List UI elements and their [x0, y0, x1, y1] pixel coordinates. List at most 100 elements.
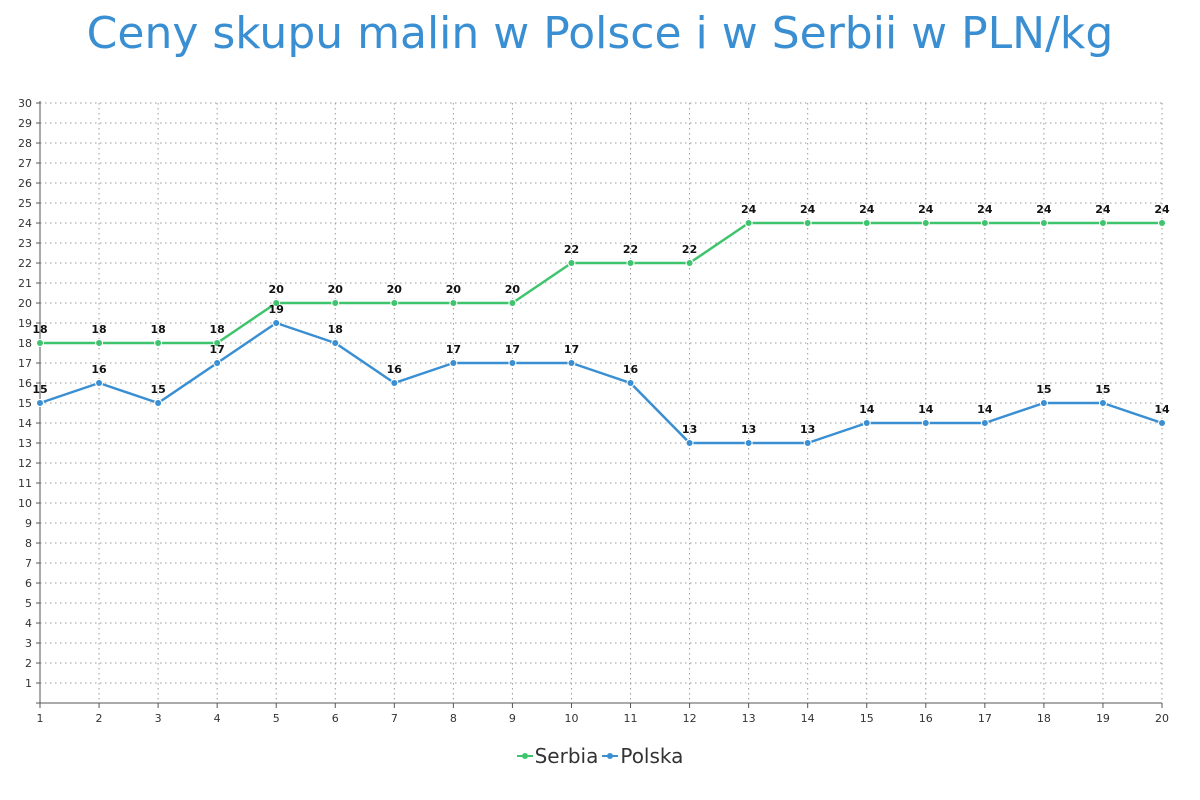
- data-point-polska[interactable]: [390, 379, 399, 387]
- data-label-serbia: 18: [32, 323, 47, 336]
- x-tick-label: 1: [37, 712, 44, 725]
- series-line-polska: [39, 321, 1163, 445]
- x-tick-label: 9: [509, 712, 516, 725]
- data-label-polska: 16: [387, 363, 403, 376]
- y-tick-label: 23: [18, 237, 32, 250]
- data-label-polska: 15: [32, 383, 47, 396]
- data-point-polska[interactable]: [980, 419, 989, 427]
- y-tick-label: 6: [25, 577, 32, 590]
- y-tick-label: 22: [18, 257, 32, 270]
- data-point-serbia[interactable]: [154, 339, 163, 347]
- data-point-serbia[interactable]: [331, 299, 340, 307]
- data-label-serbia: 22: [564, 243, 579, 256]
- x-tick-label: 17: [978, 712, 992, 725]
- y-tick-label: 2: [25, 657, 32, 670]
- legend-marker-icon: [602, 751, 619, 761]
- data-point-polska[interactable]: [803, 439, 812, 447]
- data-point-serbia[interactable]: [449, 299, 458, 307]
- data-point-polska[interactable]: [154, 399, 163, 407]
- data-label-polska: 14: [918, 403, 934, 416]
- y-tick-label: 24: [18, 217, 32, 230]
- data-label-serbia: 22: [623, 243, 638, 256]
- data-label-polska: 17: [210, 343, 225, 356]
- y-tick-label: 29: [18, 117, 32, 130]
- y-tick-label: 13: [18, 437, 32, 450]
- data-point-polska[interactable]: [1039, 399, 1048, 407]
- data-point-serbia[interactable]: [862, 219, 871, 227]
- legend-marker-icon: [516, 751, 533, 761]
- data-point-polska[interactable]: [567, 359, 576, 367]
- data-point-serbia[interactable]: [921, 219, 930, 227]
- data-point-serbia[interactable]: [508, 299, 517, 307]
- data-point-serbia[interactable]: [213, 339, 222, 347]
- data-point-polska[interactable]: [1158, 419, 1166, 427]
- data-point-serbia[interactable]: [272, 299, 281, 307]
- data-label-polska: 19: [269, 303, 284, 316]
- data-point-polska[interactable]: [331, 339, 340, 347]
- legend-item-polska[interactable]: Polska: [602, 744, 683, 768]
- data-label-serbia: 24: [859, 203, 875, 216]
- data-label-polska: 17: [564, 343, 579, 356]
- data-point-polska[interactable]: [449, 359, 458, 367]
- data-label-serbia: 24: [918, 203, 934, 216]
- data-label-serbia: 24: [1154, 203, 1170, 216]
- y-tick-label: 25: [18, 197, 32, 210]
- y-tick-label: 9: [25, 517, 32, 530]
- data-labels: 18 18 18 18 20 20 20 20 20 22 22 22 24 24 24 24 24 24 24 24…: [32, 203, 1170, 436]
- data-point-serbia[interactable]: [980, 219, 989, 227]
- x-tick-label: 14: [801, 712, 815, 725]
- data-point-serbia[interactable]: [95, 339, 104, 347]
- data-point-serbia[interactable]: [626, 259, 635, 267]
- y-tick-label: 1: [25, 677, 32, 690]
- data-point-serbia[interactable]: [1098, 219, 1107, 227]
- data-label-polska: 16: [623, 363, 639, 376]
- data-point-serbia[interactable]: [685, 259, 694, 267]
- data-point-serbia[interactable]: [1039, 219, 1048, 227]
- data-point-polska[interactable]: [508, 359, 517, 367]
- data-point-serbia[interactable]: [36, 339, 44, 347]
- data-point-serbia[interactable]: [803, 219, 812, 227]
- y-tick-label: 21: [18, 277, 32, 290]
- x-tick-label: 7: [391, 712, 398, 725]
- y-tick-label: 16: [18, 377, 32, 390]
- data-point-polska[interactable]: [95, 379, 104, 387]
- y-tick-label: 17: [18, 357, 32, 370]
- x-tick-label: 6: [332, 712, 339, 725]
- y-tick-label: 15: [18, 397, 32, 410]
- data-label-polska: 14: [1154, 403, 1170, 416]
- data-point-polska[interactable]: [36, 399, 44, 407]
- x-tick-label: 2: [96, 712, 103, 725]
- data-point-polska[interactable]: [744, 439, 753, 447]
- y-tick-label: 14: [18, 417, 32, 430]
- data-point-serbia[interactable]: [1158, 219, 1166, 227]
- data-point-serbia[interactable]: [390, 299, 399, 307]
- data-label-serbia: 20: [387, 283, 403, 296]
- data-point-polska[interactable]: [213, 359, 222, 367]
- y-tick-label: 18: [18, 337, 32, 350]
- data-label-polska: 16: [91, 363, 107, 376]
- data-point-polska[interactable]: [1098, 399, 1107, 407]
- y-tick-label: 4: [25, 617, 32, 630]
- y-tick-label: 3: [25, 637, 32, 650]
- data-point-polska[interactable]: [626, 379, 635, 387]
- data-point-polska[interactable]: [862, 419, 871, 427]
- x-tick-label: 12: [683, 712, 697, 725]
- x-tick-label: 16: [919, 712, 933, 725]
- x-tick-label: 11: [624, 712, 638, 725]
- data-point-polska[interactable]: [272, 319, 281, 327]
- data-label-serbia: 24: [1095, 203, 1111, 216]
- data-point-polska[interactable]: [921, 419, 930, 427]
- data-label-serbia: 24: [800, 203, 816, 216]
- x-tick-label: 19: [1096, 712, 1110, 725]
- legend-item-serbia[interactable]: Serbia: [516, 744, 598, 768]
- data-point-serbia[interactable]: [567, 259, 576, 267]
- data-point-polska[interactable]: [685, 439, 694, 447]
- x-tick-label: 3: [155, 712, 162, 725]
- data-point-serbia[interactable]: [744, 219, 753, 227]
- x-tick-label: 18: [1037, 712, 1051, 725]
- data-label-polska: 17: [505, 343, 520, 356]
- data-label-polska: 17: [446, 343, 461, 356]
- y-tick-label: 30: [18, 97, 32, 110]
- y-tick-label: 27: [18, 157, 32, 170]
- data-label-serbia: 24: [977, 203, 993, 216]
